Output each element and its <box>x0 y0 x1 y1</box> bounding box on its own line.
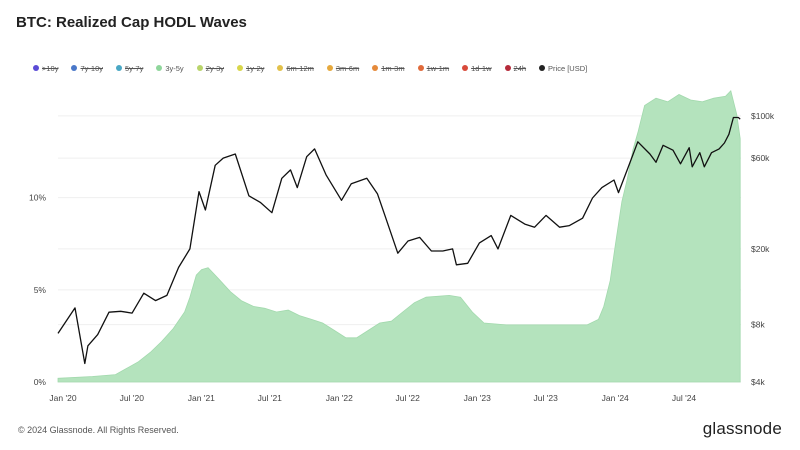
x-tick-label: Jul '24 <box>672 393 697 403</box>
legend-label: 6m-12m <box>286 63 314 73</box>
legend-label: 7y-10y <box>80 63 103 73</box>
legend-item-1w-1m[interactable]: 1w-1m <box>417 63 450 73</box>
legend-item-6m-12m[interactable]: 6m-12m <box>277 64 314 73</box>
legend-label: 24h <box>513 63 527 73</box>
x-tick-label: Jul '21 <box>258 393 283 403</box>
legend-label: 1m-3m <box>381 63 405 73</box>
legend-item-2y-3y[interactable]: 2y-3y <box>196 63 225 73</box>
brand-logo: glassnode <box>702 419 782 438</box>
x-tick-label: Jan '21 <box>188 393 215 403</box>
y-right-tick-label: $100k <box>751 111 775 121</box>
legend-label: 2y-3y <box>205 63 225 73</box>
legend: >10y 7y-10y 5y-7y 3y-5y 2y-3y 1y-2y 6m-12m 3m-6… <box>33 62 600 74</box>
y-left-tick-label: 10% <box>29 193 46 203</box>
legend-label: 3m-6m <box>335 63 360 73</box>
legend-dot-icon <box>237 65 244 71</box>
x-tick-label: Jan '20 <box>49 393 76 403</box>
x-tick-label: Jan '23 <box>464 393 491 403</box>
price-layer <box>57 116 741 365</box>
legend-item-price-usd-[interactable]: Price [USD] <box>539 64 587 73</box>
legend-dot-icon <box>196 65 203 71</box>
y-left-tick-label: 5% <box>34 285 47 295</box>
y-right-tick-label: $20k <box>751 244 770 254</box>
left-axis: 0% 5% 10% <box>29 193 46 387</box>
legend-dot-icon <box>71 65 78 71</box>
y-right-tick-label: $60k <box>751 153 770 163</box>
legend-label: 1w-1m <box>426 63 450 73</box>
copyright-text: © 2024 Glassnode. All Rights Reserved. <box>18 425 179 435</box>
x-tick-label: Jan '24 <box>602 393 629 403</box>
legend-dot-icon <box>504 65 511 71</box>
legend-item-3y-5y[interactable]: 3y-5y <box>156 63 184 73</box>
legend-item-5y-7y[interactable]: 5y-7y <box>116 64 143 73</box>
right-axis: $4k $8k $20k $60k $100k <box>751 111 775 387</box>
legend-dot-icon <box>156 65 163 71</box>
legend-dot-icon <box>417 65 424 71</box>
legend-item--10y[interactable]: >10y <box>33 64 58 73</box>
legend-dot-icon <box>326 65 333 71</box>
series-3y-5y-area <box>57 90 741 383</box>
x-tick-label: Jul '23 <box>534 393 559 403</box>
legend-item-1y-2y[interactable]: 1y-2y <box>237 64 264 73</box>
legend-label: Price [USD] <box>548 63 588 73</box>
legend-label: 3y-5y <box>165 63 184 73</box>
legend-dot-icon <box>539 65 546 71</box>
legend-item-1m-3m[interactable]: 1m-3m <box>372 63 405 73</box>
legend-label: 5y-7y <box>125 63 144 73</box>
legend-dot-icon <box>33 65 39 71</box>
y-right-tick-label: $8k <box>751 320 765 330</box>
x-tick-label: Jul '22 <box>396 393 421 403</box>
legend-dot-icon <box>462 65 469 71</box>
legend-item-3m-6m[interactable]: 3m-6m <box>326 63 360 73</box>
legend-dot-icon <box>277 65 284 71</box>
legend-label: 1y-2y <box>246 63 265 73</box>
legend-item-1d-1w[interactable]: 1d-1w <box>462 63 492 73</box>
legend-dot-icon <box>372 65 379 71</box>
chart-title: BTC: Realized Cap HODL Waves <box>16 14 247 31</box>
legend-label: >10y <box>42 63 59 73</box>
series-price-line <box>57 116 741 365</box>
y-left-tick-label: 0% <box>34 377 47 387</box>
legend-item-7y-10y[interactable]: 7y-10y <box>71 64 103 73</box>
legend-label: 1d-1w <box>471 63 492 73</box>
x-tick-label: Jan '22 <box>326 393 353 403</box>
area-layer <box>57 90 741 383</box>
y-right-tick-label: $4k <box>751 377 765 387</box>
legend-item-24h[interactable]: 24h <box>504 63 527 73</box>
x-axis: Jan '20 Jul '20 Jan '21 Jul '21 Jan '22 Jul '… <box>49 393 696 403</box>
x-tick-label: Jul '20 <box>120 393 145 403</box>
legend-dot-icon <box>116 65 122 71</box>
